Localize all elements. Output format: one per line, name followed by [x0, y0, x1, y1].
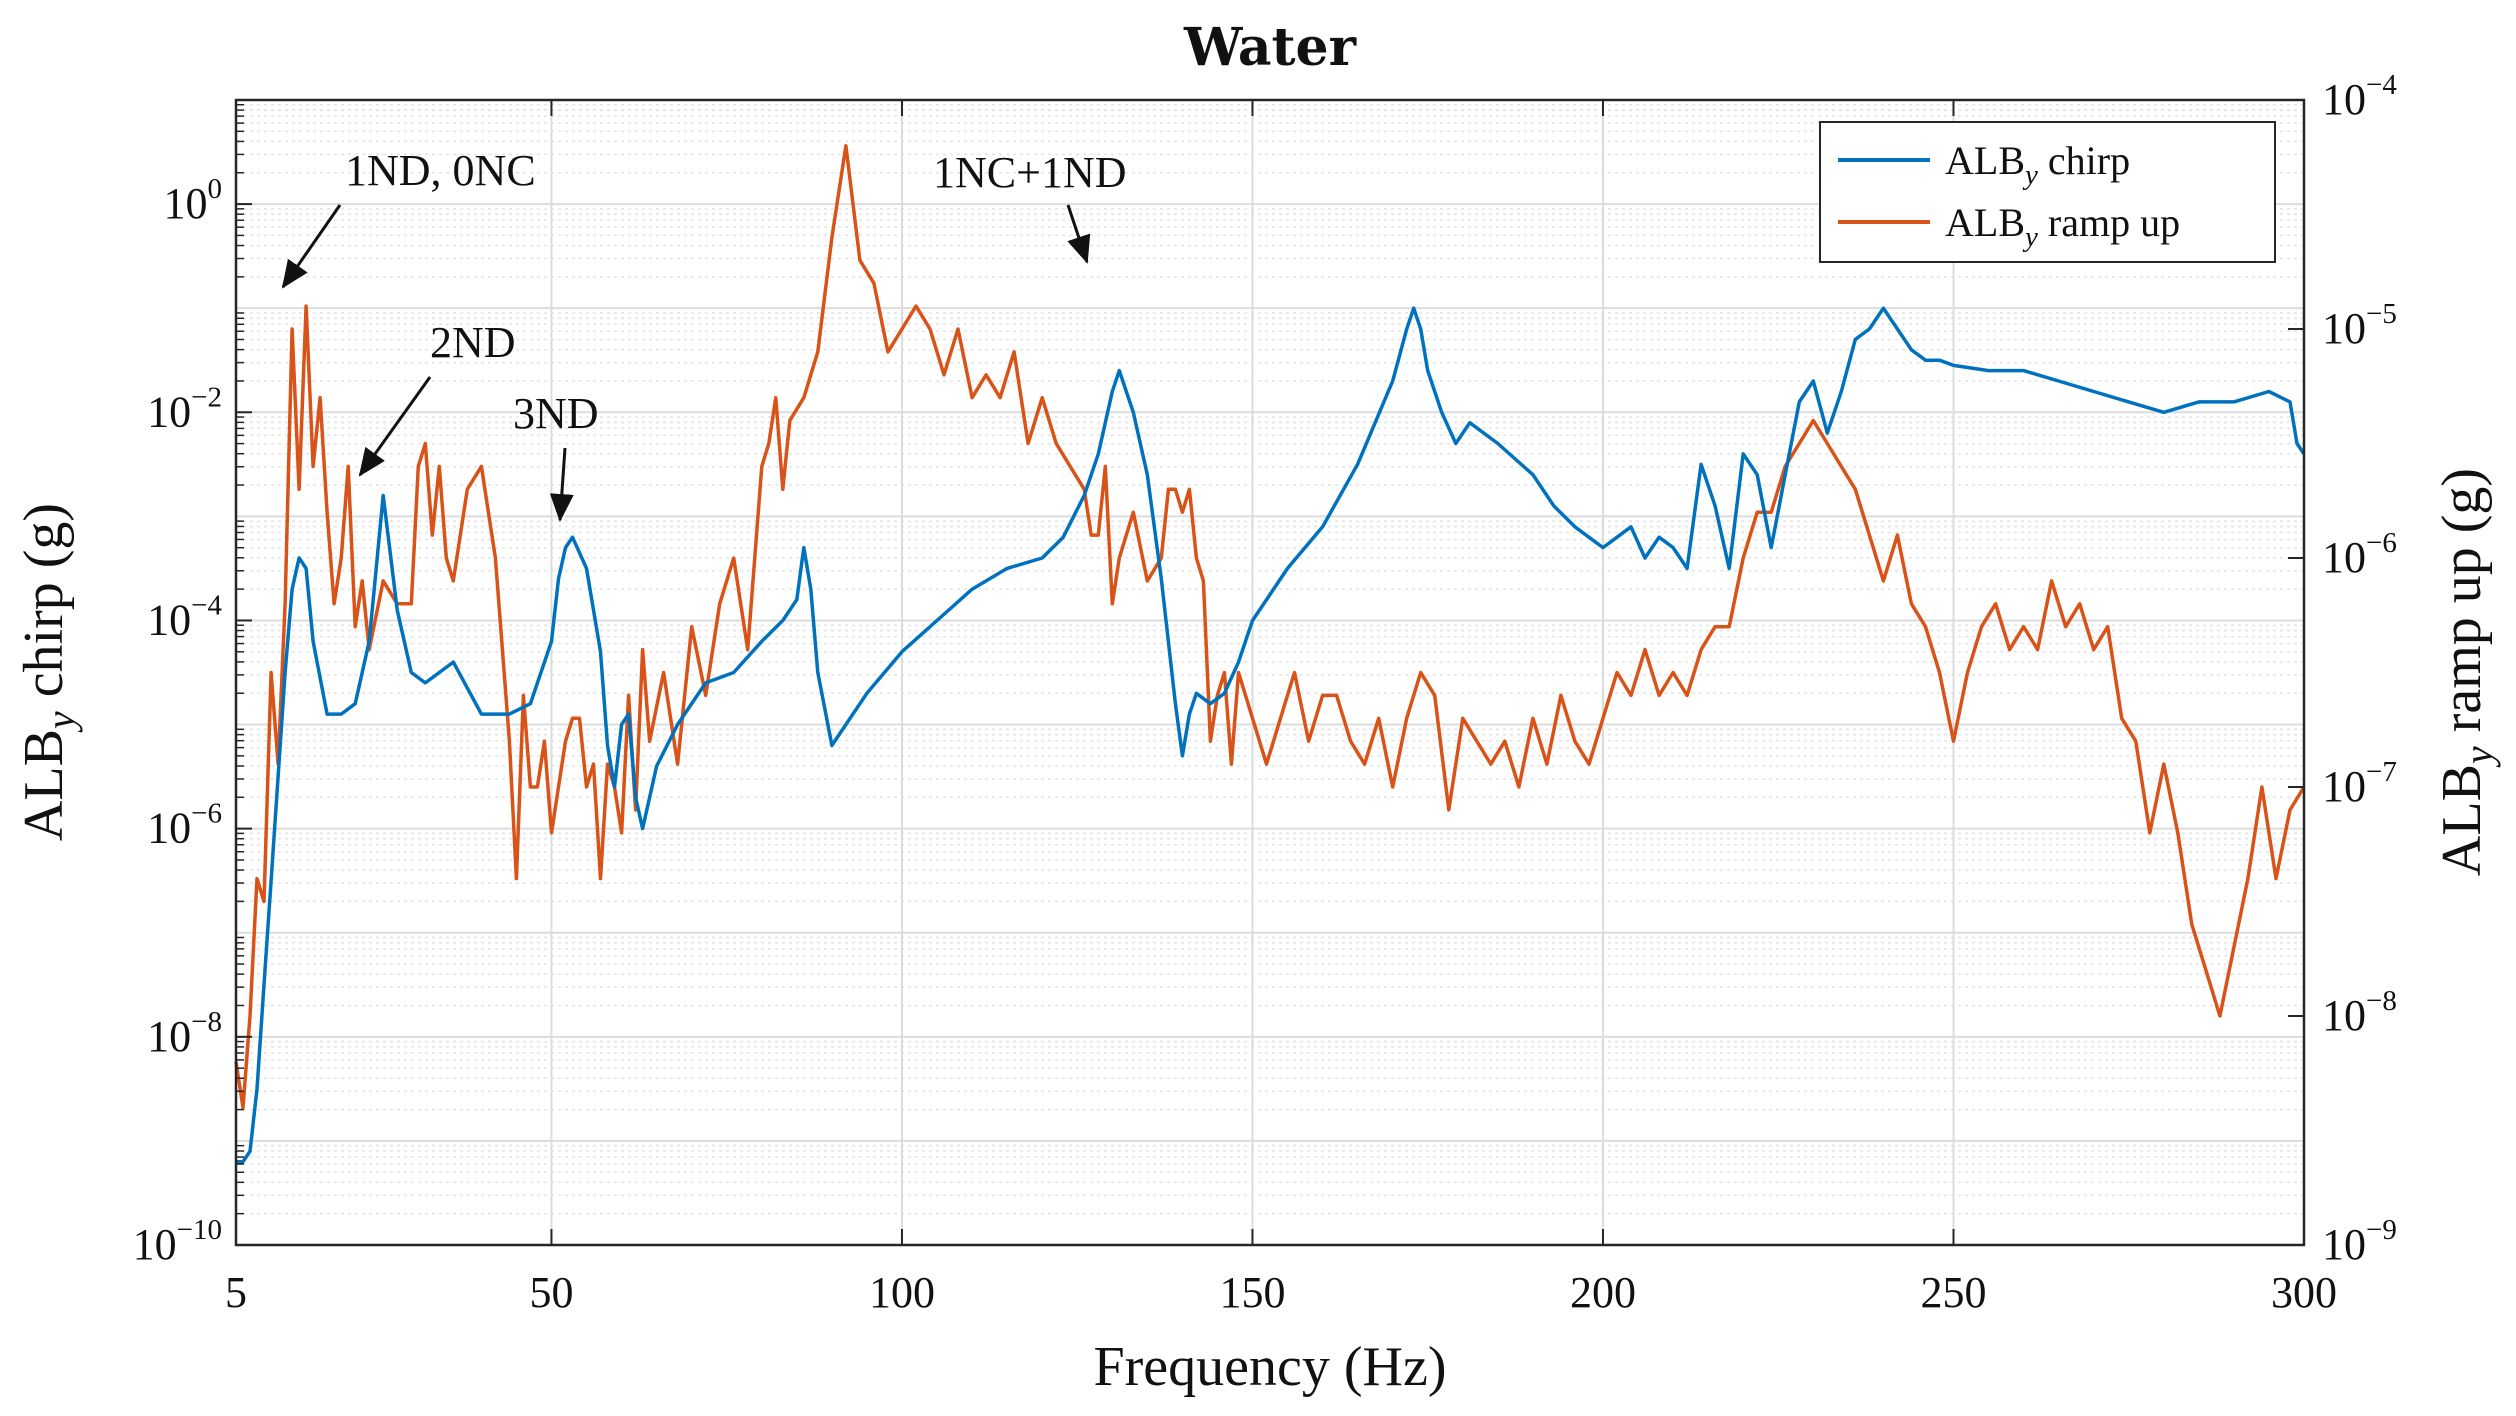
- y-tick-label-right: 10−9: [2322, 1214, 2397, 1269]
- legend: ALBy chirp ALBy ramp up: [1819, 121, 2276, 263]
- annotation-label: 1ND, 0NC: [345, 146, 536, 195]
- y-tick-label-left: 100: [164, 173, 223, 228]
- chart-title: Water: [1183, 17, 1357, 78]
- annotation-label: 2ND: [430, 318, 516, 367]
- x-tick-label: 150: [1219, 1268, 1285, 1317]
- y-axis-label-left: ALBy chirp (g): [13, 503, 83, 841]
- series-line-ramp-up: [234, 144, 2306, 1110]
- y-tick-label-right: 10−5: [2322, 298, 2397, 353]
- y-tick-label-right: 10−7: [2322, 756, 2397, 811]
- annotation-arrow: [358, 376, 432, 477]
- annotation-arrow: [549, 447, 574, 522]
- annotations: 1ND, 0NC 2ND 3ND 1NC+1ND: [281, 146, 1127, 522]
- y-axis-label-right: ALBy ramp up (g): [2431, 468, 2501, 876]
- y-tick-label-left: 10−6: [147, 798, 222, 853]
- y-tick-label-left: 10−10: [133, 1214, 222, 1269]
- x-tick-label: 250: [1920, 1268, 1986, 1317]
- legend-label-ramp: ALBy ramp up: [1945, 200, 2180, 253]
- annotation-label: 3ND: [513, 389, 599, 438]
- x-axis-label: Frequency (Hz): [1094, 1336, 1447, 1398]
- x-tick-label: 50: [529, 1268, 573, 1317]
- x-tick-label: 200: [1570, 1268, 1636, 1317]
- annotation-label: 1NC+1ND: [933, 148, 1127, 197]
- legend-box: [1819, 121, 2276, 263]
- y-tick-label-left: 10−8: [147, 1006, 222, 1061]
- annotation-arrow: [281, 204, 342, 289]
- y-tick-label-left: 10−2: [147, 381, 222, 436]
- y-tick-label-right: 10−6: [2322, 527, 2397, 582]
- series-group: [234, 144, 2306, 1164]
- plot-frame: [234, 98, 2306, 1247]
- y-tick-label-right: 10−4: [2322, 69, 2397, 124]
- annotation-arrow: [1066, 204, 1091, 264]
- y-tick-label-left: 10−4: [147, 589, 222, 644]
- legend-label-chirp: ALBy chirp: [1945, 138, 2130, 191]
- series-line-chirp: [236, 306, 2306, 1164]
- x-tick-label: 100: [869, 1268, 935, 1317]
- y-tick-label-right: 10−8: [2322, 985, 2397, 1040]
- axis-ticks: 5 50 100 150 200 250 300 10−10 10−8 10−6 10−4 10−2 1…: [133, 69, 2398, 1317]
- x-tick-label: 5: [225, 1268, 247, 1317]
- x-tick-label: 300: [2271, 1268, 2337, 1317]
